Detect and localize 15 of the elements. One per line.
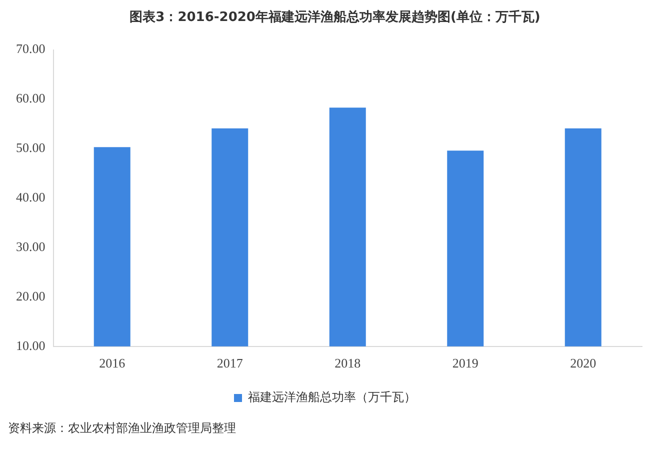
- y-tick-label: 40.00: [16, 190, 46, 205]
- y-tick-label: 10.00: [16, 338, 46, 353]
- legend-label: 福建远洋渔船总功率（万千瓦）: [248, 390, 416, 404]
- y-tick-label: 50.00: [16, 140, 46, 156]
- y-tick-label: 30.00: [16, 238, 46, 254]
- x-tick-label: 2016: [99, 356, 126, 371]
- x-tick-label: 2018: [334, 356, 361, 371]
- text: 资料来源：农业农村部渔业渔政管理局整理: [8, 420, 237, 437]
- y-tick-label: 20.00: [16, 288, 46, 304]
- y-tick-label: 70.00: [16, 41, 46, 56]
- x-tick-label: 2020: [570, 356, 596, 371]
- y-tick-label: 60.00: [16, 90, 46, 106]
- x-tick-label: 2019: [452, 356, 478, 371]
- chart-title: 图表3：2016-2020年福建远洋渔船总功率发展趋势图(单位：万千瓦): [128, 8, 542, 26]
- x-tick-label: 2017: [216, 356, 244, 371]
